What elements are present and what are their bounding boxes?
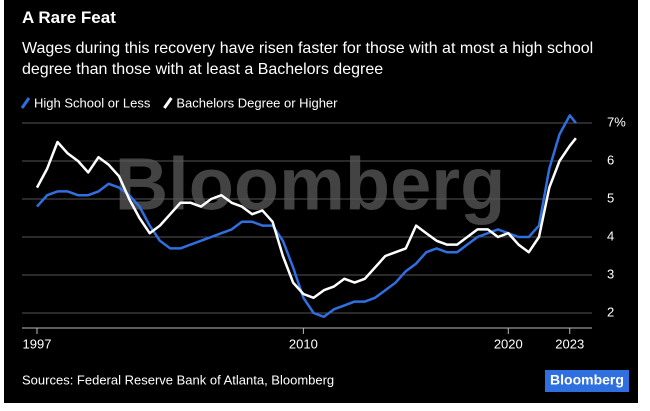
- y-tick-label: 6: [607, 152, 614, 167]
- legend-label: Bachelors Degree or Higher: [176, 95, 338, 110]
- y-tick-label: 3: [607, 266, 614, 281]
- x-tick-label: 1997: [23, 336, 52, 351]
- x-tick-label: 2023: [555, 336, 584, 351]
- source: Sources: Federal Reserve Bank of Atlanta…: [22, 372, 334, 387]
- logo-box: [545, 370, 629, 392]
- y-tick-label: 4: [607, 228, 614, 243]
- legend-swatch: [163, 97, 173, 109]
- legend-label: High School or Less: [34, 95, 151, 110]
- logo: Bloomberg: [550, 372, 624, 388]
- y-tick-label: 2: [607, 304, 614, 319]
- background: [4, 0, 638, 403]
- x-tick-label: 2020: [494, 336, 523, 351]
- series-line: [35, 137, 577, 300]
- chart-title: A Rare Feat: [22, 8, 116, 27]
- plot: 2 3 4 5 6 7% 1997 2010 2020 2023 High School or Le…: [20, 95, 626, 351]
- legend-swatch: [20, 97, 31, 109]
- x-tick-label: 2010: [289, 336, 318, 351]
- y-tick-label: 7%: [607, 114, 626, 129]
- watermark: Bloomberg: [115, 143, 506, 226]
- y-tick-label: 5: [607, 190, 614, 205]
- chart-subtitle: Wages during this recovery have risen fa…: [22, 40, 594, 78]
